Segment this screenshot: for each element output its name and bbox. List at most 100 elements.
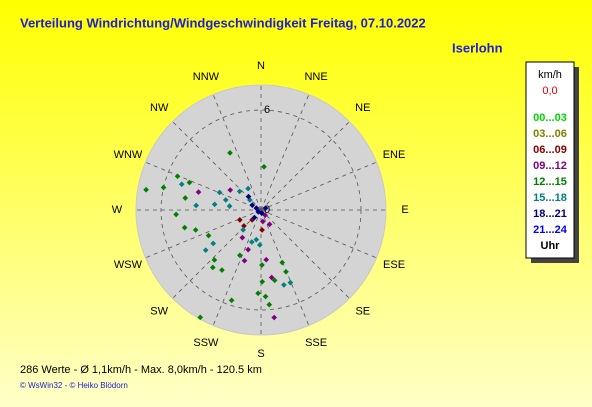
point — [193, 202, 199, 209]
chart-title: Verteilung Windrichtung/Windgeschwindigk… — [20, 15, 426, 30]
legend-entry: 21...24 — [533, 224, 568, 236]
point — [227, 187, 234, 193]
legend-entry: 09...12 — [533, 160, 567, 172]
point — [174, 173, 181, 180]
point — [245, 246, 251, 253]
spoke — [260, 209, 350, 299]
direction-label: SE — [355, 306, 370, 318]
spoke — [260, 209, 310, 326]
point — [160, 184, 167, 191]
point — [279, 259, 286, 266]
direction-label: NNW — [193, 71, 220, 83]
r-tick-label: 0 — [264, 204, 270, 216]
direction-label: WNW — [114, 149, 143, 161]
point — [255, 290, 261, 297]
point — [216, 189, 223, 196]
point — [248, 239, 255, 245]
point — [240, 226, 246, 233]
legend-title: km/h — [538, 69, 562, 81]
point — [239, 234, 246, 241]
legend-box — [525, 61, 575, 259]
direction-label: E — [401, 204, 408, 216]
point — [192, 227, 199, 233]
spoke — [172, 209, 262, 299]
point — [202, 247, 209, 253]
footer: 286 Werte - Ø 1,1km/h - Max. 8,0km/h - 1… — [20, 364, 262, 376]
point — [263, 256, 270, 263]
point — [237, 217, 243, 223]
point — [186, 179, 193, 186]
point — [195, 189, 202, 195]
point — [287, 279, 294, 286]
point — [259, 278, 266, 285]
point — [256, 242, 263, 248]
point — [205, 232, 212, 239]
direction-label: W — [112, 204, 123, 216]
point — [251, 214, 258, 221]
r-tick-label: 6 — [264, 104, 270, 116]
spoke — [260, 121, 350, 211]
direction-label: ESE — [383, 259, 405, 271]
legend-entry: 06...09 — [533, 144, 567, 156]
spoke — [212, 209, 262, 326]
point — [182, 195, 189, 201]
point — [266, 301, 273, 308]
direction-label: NW — [150, 102, 169, 114]
point — [249, 202, 256, 208]
direction-label: WSW — [114, 259, 143, 271]
direction-label: S — [257, 348, 264, 360]
point — [268, 274, 275, 281]
calm-value: 0,0 — [542, 85, 557, 97]
point — [283, 268, 289, 275]
point — [259, 218, 266, 225]
point — [241, 223, 247, 229]
point — [262, 205, 269, 211]
spoke — [260, 209, 377, 259]
point — [211, 201, 218, 208]
point — [181, 224, 188, 231]
spoke — [260, 161, 377, 211]
point — [262, 293, 269, 300]
point — [210, 240, 217, 247]
point — [259, 227, 265, 233]
direction-label: SSW — [193, 337, 219, 349]
point — [173, 211, 179, 218]
point — [245, 193, 252, 200]
point — [209, 264, 216, 271]
legend-entry: 00...03 — [533, 112, 567, 124]
direction-label: N — [257, 60, 265, 72]
point — [245, 185, 251, 192]
direction-label: ENE — [383, 149, 406, 161]
spoke — [260, 94, 310, 211]
direction-label: NNE — [304, 71, 327, 83]
point — [227, 150, 233, 156]
point — [281, 282, 287, 288]
point — [228, 297, 235, 304]
point — [143, 186, 149, 193]
point — [219, 267, 225, 273]
point — [226, 203, 233, 209]
ring — [160, 109, 362, 311]
point — [261, 163, 267, 170]
spoke — [212, 94, 262, 211]
legend-entry: 03...06 — [533, 128, 567, 140]
credit: © WsWin32 - © Heiko Blödorn — [20, 381, 128, 390]
point — [222, 197, 229, 203]
legend-entry: 12...15 — [533, 176, 567, 188]
point — [178, 181, 185, 188]
direction-label: NE — [355, 102, 370, 114]
spoke — [145, 209, 262, 259]
point — [237, 252, 243, 259]
point — [271, 277, 278, 284]
spoke — [172, 121, 262, 211]
point — [258, 210, 265, 217]
point — [271, 314, 278, 321]
point — [197, 314, 204, 321]
legend-footer: Uhr — [541, 240, 561, 252]
point — [259, 262, 265, 268]
ring — [260, 209, 262, 211]
legend-entry: 15...18 — [533, 192, 567, 204]
legend-entry: 18...21 — [533, 208, 567, 220]
point — [266, 221, 273, 228]
